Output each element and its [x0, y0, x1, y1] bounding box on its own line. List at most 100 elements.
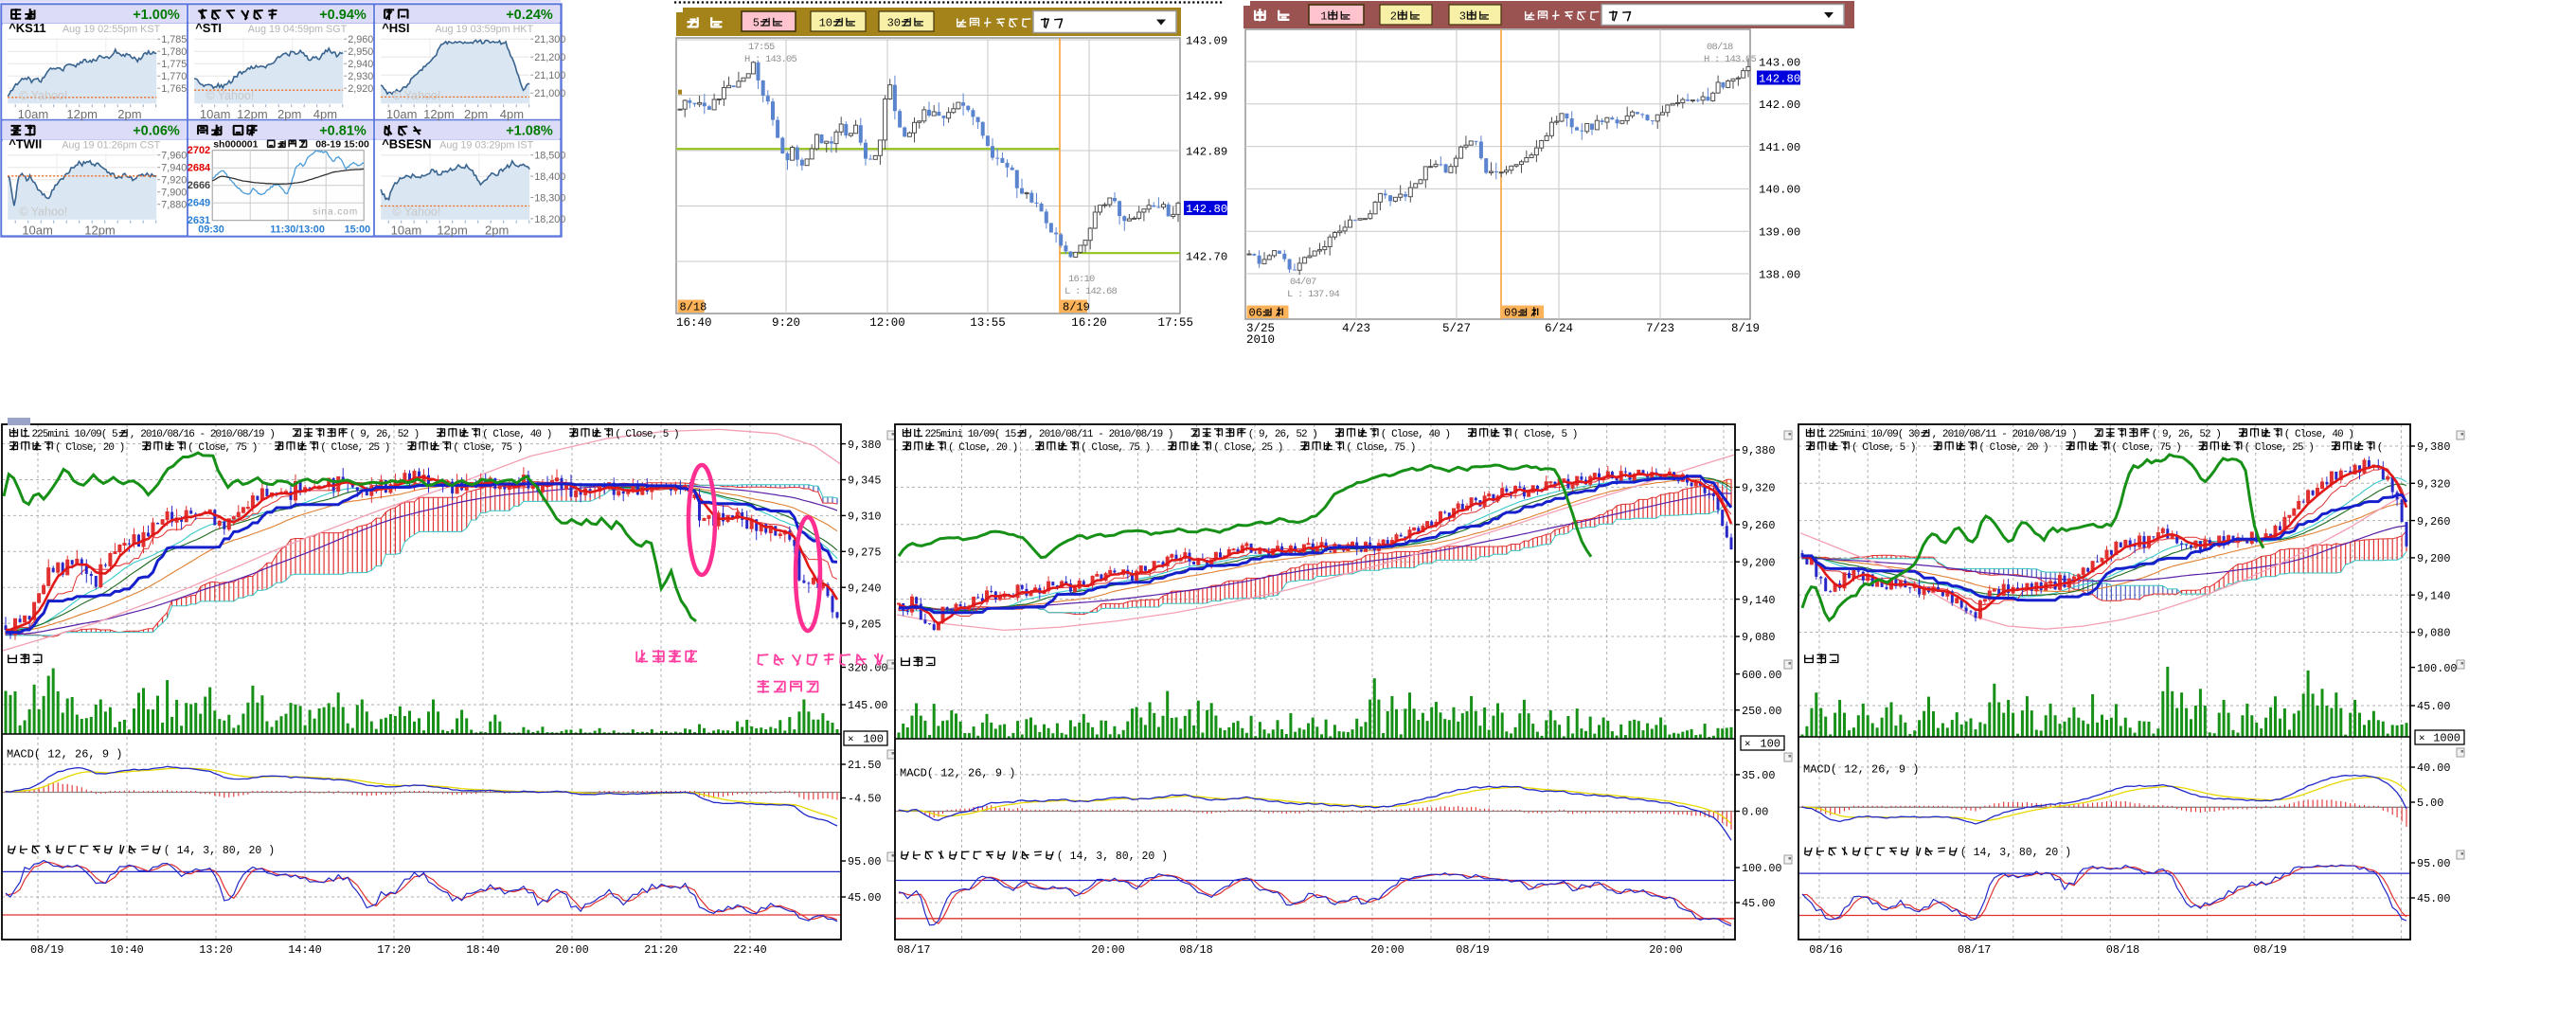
svg-text:( Close, 75 ): ( Close, 75 ): [2112, 442, 2198, 454]
svg-text:9,140: 9,140: [2417, 589, 2450, 602]
svg-text:( Close, 25 ): ( Close, 25 ): [320, 442, 406, 454]
svg-text:, 2010/08/11 - 2010/08/19 ): , 2010/08/11 - 2010/08/19 ): [1932, 429, 2094, 440]
svg-text:H : 143.05: H : 143.05: [744, 54, 797, 65]
svg-text:8/18: 8/18: [680, 301, 707, 314]
svg-text:08/19: 08/19: [30, 943, 63, 957]
svg-text:4/23: 4/23: [1342, 322, 1370, 335]
svg-text:9,380: 9,380: [2417, 440, 2450, 454]
svg-text:5: 5: [753, 17, 760, 30]
svg-text:143.09: 143.09: [1186, 34, 1227, 47]
svg-text:142.00: 142.00: [1759, 99, 1800, 112]
svg-text:100.00: 100.00: [1742, 862, 1781, 875]
svg-text:142.80: 142.80: [1186, 203, 1227, 216]
svg-text:( Close, 75 ): ( Close, 75 ): [1346, 442, 1416, 454]
svg-text:04/07: 04/07: [1290, 277, 1316, 288]
svg-text:10:40: 10:40: [110, 943, 143, 957]
svg-text:45.00: 45.00: [848, 891, 881, 905]
svg-text:141.00: 141.00: [1759, 141, 1800, 154]
svg-text:9,380: 9,380: [848, 439, 881, 452]
svg-text:×: ×: [848, 735, 854, 746]
svg-text:9,260: 9,260: [2417, 515, 2450, 528]
svg-text:12pm: 12pm: [423, 107, 455, 121]
svg-text:( Close, 40 ): ( Close, 40 ): [2284, 429, 2354, 440]
svg-text:2: 2: [1390, 10, 1397, 24]
svg-text:L : 142.68: L : 142.68: [1064, 286, 1118, 297]
svg-text:22:40: 22:40: [733, 943, 766, 957]
svg-text:08/18: 08/18: [1179, 943, 1212, 957]
svg-text:20:00: 20:00: [1649, 943, 1682, 957]
svg-text:95.00: 95.00: [848, 855, 881, 869]
svg-text:138.00: 138.00: [1759, 268, 1800, 281]
svg-text:08/18: 08/18: [1707, 42, 1733, 53]
svg-text:L : 137.94: L : 137.94: [1287, 289, 1340, 300]
svg-text:Aug 19 02:55pm KST: Aug 19 02:55pm KST: [63, 24, 161, 35]
svg-text:2649: 2649: [188, 198, 210, 209]
svg-text:13:55: 13:55: [970, 316, 1006, 330]
svg-text:7,940: 7,940: [161, 163, 187, 174]
svg-text:2pm: 2pm: [277, 107, 301, 121]
svg-text:2,930: 2,930: [348, 71, 373, 82]
svg-text:9,310: 9,310: [848, 510, 881, 524]
svg-text:^STI: ^STI: [195, 21, 222, 35]
svg-text:45.00: 45.00: [2417, 892, 2450, 905]
svg-text:9,140: 9,140: [1742, 594, 1775, 607]
svg-text:10am: 10am: [386, 107, 418, 121]
svg-text:12:00: 12:00: [869, 316, 905, 330]
svg-text:14:40: 14:40: [288, 943, 321, 957]
svg-text:2pm: 2pm: [117, 107, 141, 121]
svg-text:30: 30: [887, 17, 901, 30]
svg-text:3/25: 3/25: [1246, 322, 1275, 335]
svg-text:10am: 10am: [22, 224, 53, 238]
svg-text:+1.08%: +1.08%: [506, 124, 553, 139]
svg-text:( Close, 40 ): ( Close, 40 ): [482, 429, 568, 440]
svg-text:+0.94%: +0.94%: [319, 8, 367, 23]
svg-text:^KS11: ^KS11: [9, 21, 45, 35]
svg-text:1000: 1000: [2433, 732, 2460, 745]
svg-text:13:20: 13:20: [199, 943, 232, 957]
svg-text:18,200: 18,200: [534, 214, 565, 225]
svg-text:2pm: 2pm: [485, 224, 509, 238]
svg-text:10am: 10am: [18, 107, 49, 121]
svg-text:08-19 15:00: 08-19 15:00: [315, 139, 369, 151]
svg-text:08/17: 08/17: [1958, 943, 1991, 957]
svg-text:12pm: 12pm: [66, 107, 98, 121]
svg-text:45.00: 45.00: [1742, 897, 1775, 910]
svg-text:( Close, 75 ): ( Close, 75 ): [188, 442, 274, 454]
svg-text:9,080: 9,080: [1742, 631, 1775, 644]
svg-text:20:00: 20:00: [1091, 943, 1124, 957]
svg-text:20:00: 20:00: [1370, 943, 1404, 957]
svg-text:9,200: 9,200: [2417, 552, 2450, 565]
svg-text:21:20: 21:20: [644, 943, 677, 957]
svg-text:( Close, 25 ): ( Close, 25 ): [1213, 442, 1299, 454]
svg-text:2631: 2631: [188, 215, 210, 226]
svg-text:7,960: 7,960: [161, 151, 187, 162]
svg-text:9,205: 9,205: [848, 618, 881, 631]
svg-text:( 14, 3, 80, 20 ): ( 14, 3, 80, 20 ): [164, 845, 275, 857]
svg-text:-4.50: -4.50: [848, 793, 881, 806]
svg-text:3: 3: [1459, 10, 1466, 24]
svg-text:+0.06%: +0.06%: [133, 124, 180, 139]
svg-text:06: 06: [1249, 307, 1262, 320]
svg-text:© Yahoo!: © Yahoo!: [392, 206, 440, 219]
svg-text:4pm: 4pm: [500, 107, 524, 121]
svg-text:×: ×: [2419, 734, 2425, 745]
svg-text:95.00: 95.00: [2417, 857, 2450, 870]
svg-text:15:00: 15:00: [345, 224, 371, 236]
svg-text:21,000: 21,000: [534, 88, 565, 99]
svg-text:^TWII: ^TWII: [9, 137, 42, 152]
svg-text:9,275: 9,275: [848, 546, 881, 560]
svg-text:2684: 2684: [188, 163, 211, 174]
svg-text:5/27: 5/27: [1442, 322, 1471, 335]
svg-text:×: ×: [1744, 740, 1751, 751]
svg-text:7,880: 7,880: [161, 200, 187, 211]
svg-text:5.00: 5.00: [2417, 797, 2443, 810]
svg-text:( Close, 75 ): ( Close, 75 ): [453, 442, 523, 454]
svg-text:( Close, 5 ): ( Close, 5 ): [1852, 442, 1932, 454]
svg-text:Aug 19 01:26pm CST: Aug 19 01:26pm CST: [62, 140, 160, 152]
svg-text:10am: 10am: [391, 224, 422, 238]
svg-text:1,765: 1,765: [161, 83, 187, 95]
svg-text:(: (: [2377, 442, 2384, 454]
svg-text:4pm: 4pm: [313, 107, 337, 121]
svg-text:Aug 19 03:59pm HKT: Aug 19 03:59pm HKT: [435, 24, 533, 35]
svg-text:2010: 2010: [1246, 333, 1275, 347]
